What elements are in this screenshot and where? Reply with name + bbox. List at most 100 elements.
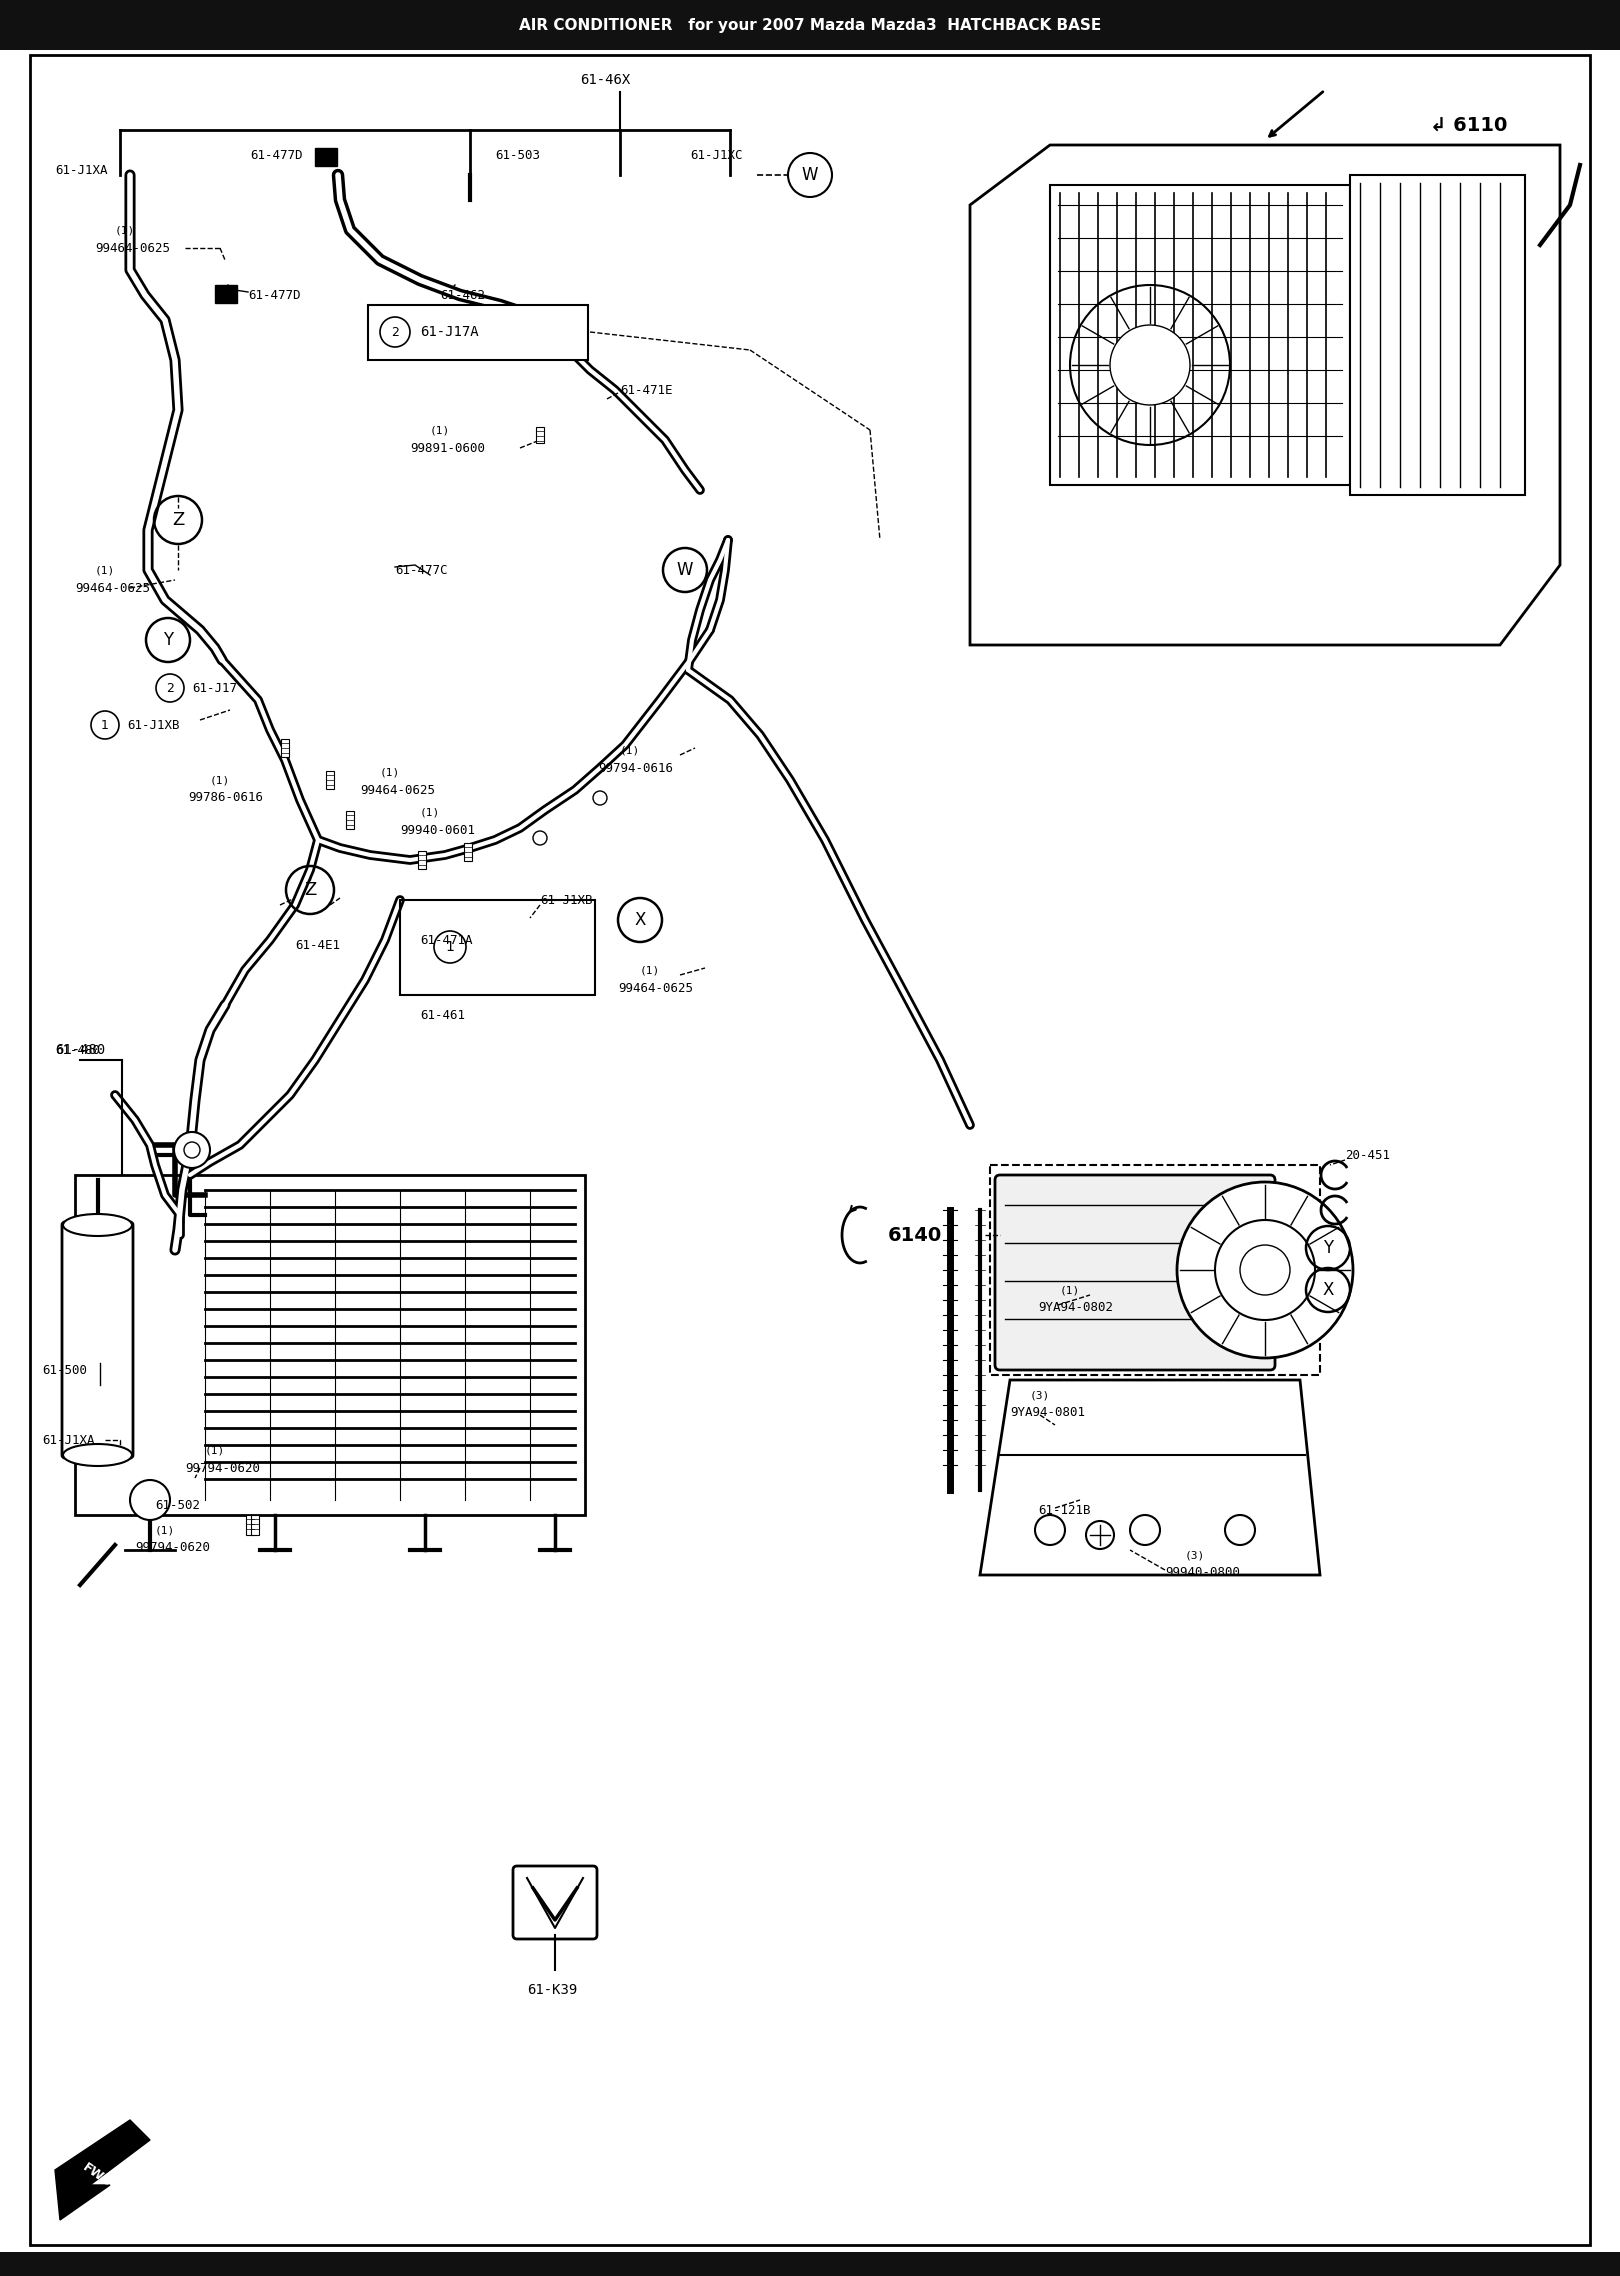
Text: W: W <box>677 560 693 578</box>
Bar <box>280 740 288 758</box>
Text: Y: Y <box>1324 1238 1333 1256</box>
Text: 99794-0620: 99794-0620 <box>134 1541 211 1555</box>
Text: 99464-0625: 99464-0625 <box>617 981 693 995</box>
Text: X: X <box>1322 1281 1333 1300</box>
Text: 61-J1XA: 61-J1XA <box>42 1434 94 1448</box>
Circle shape <box>533 831 548 844</box>
Text: (1): (1) <box>156 1525 175 1534</box>
Text: ↲ 6110: ↲ 6110 <box>1430 116 1507 134</box>
FancyBboxPatch shape <box>995 1174 1275 1370</box>
Text: 1: 1 <box>100 719 109 731</box>
Text: 61-471A: 61-471A <box>420 933 473 947</box>
Text: 20-451: 20-451 <box>1345 1149 1390 1161</box>
Bar <box>418 851 426 869</box>
Text: 99464-0625: 99464-0625 <box>360 783 436 797</box>
Text: (1): (1) <box>96 564 115 576</box>
Text: 6140: 6140 <box>888 1224 943 1245</box>
Circle shape <box>130 1479 170 1520</box>
Text: 61-4E1: 61-4E1 <box>295 938 340 951</box>
Text: (1): (1) <box>429 426 450 435</box>
Text: 61-J1XB: 61-J1XB <box>539 894 593 906</box>
Text: 99786-0616: 99786-0616 <box>188 790 262 803</box>
Bar <box>536 428 544 444</box>
Bar <box>314 148 337 166</box>
Polygon shape <box>55 2119 151 2219</box>
Text: 61-J17A: 61-J17A <box>420 325 478 339</box>
Text: 61-J1XC: 61-J1XC <box>690 148 742 162</box>
Text: X: X <box>635 910 646 929</box>
Text: 2: 2 <box>167 681 173 694</box>
Bar <box>400 899 595 995</box>
Ellipse shape <box>63 1443 131 1466</box>
Text: 9YA94-0802: 9YA94-0802 <box>1038 1300 1113 1313</box>
Text: AIR CONDITIONER   for your 2007 Mazda Mazda3  HATCHBACK BASE: AIR CONDITIONER for your 2007 Mazda Mazd… <box>518 18 1102 32</box>
Text: 9YA94-0801: 9YA94-0801 <box>1009 1407 1085 1418</box>
Text: 61-480: 61-480 <box>55 1042 100 1056</box>
Circle shape <box>1035 1516 1064 1545</box>
Bar <box>251 1516 259 1534</box>
Text: 1: 1 <box>446 940 455 954</box>
Circle shape <box>173 1131 211 1168</box>
Text: 61-J1XB: 61-J1XB <box>126 719 180 731</box>
Text: Z: Z <box>305 881 316 899</box>
Bar <box>1349 175 1524 494</box>
Text: (1): (1) <box>206 1445 225 1454</box>
Circle shape <box>1069 284 1230 446</box>
Text: 61-500: 61-500 <box>42 1363 87 1377</box>
Text: 61-480: 61-480 <box>55 1042 105 1056</box>
Circle shape <box>1110 325 1191 405</box>
Circle shape <box>185 1143 199 1158</box>
Text: 61-477D: 61-477D <box>249 148 303 162</box>
Circle shape <box>1178 1181 1353 1359</box>
Bar <box>215 284 237 303</box>
Text: 61-471E: 61-471E <box>620 382 672 396</box>
Text: W: W <box>802 166 818 184</box>
Text: Y: Y <box>164 630 173 649</box>
Text: 61-503: 61-503 <box>496 148 539 162</box>
Bar <box>0 0 1620 50</box>
Bar <box>368 305 588 360</box>
Bar <box>463 842 471 860</box>
Text: 2: 2 <box>390 325 399 339</box>
Bar <box>326 772 334 790</box>
Text: 61-121B: 61-121B <box>1038 1504 1090 1516</box>
FancyBboxPatch shape <box>62 1222 133 1459</box>
Bar <box>347 810 355 828</box>
Text: (1): (1) <box>620 744 640 756</box>
Polygon shape <box>980 1379 1320 1575</box>
Text: 99794-0616: 99794-0616 <box>598 762 672 774</box>
Text: 99464-0625: 99464-0625 <box>75 580 151 594</box>
Text: 61-502: 61-502 <box>156 1498 199 1511</box>
Text: 61-477D: 61-477D <box>248 289 300 300</box>
Bar <box>1050 184 1349 485</box>
Ellipse shape <box>63 1213 131 1236</box>
Text: 61-J1XA: 61-J1XA <box>55 164 107 178</box>
Text: 61-J17: 61-J17 <box>193 681 237 694</box>
Text: (3): (3) <box>1184 1550 1205 1559</box>
Circle shape <box>1215 1220 1315 1320</box>
FancyBboxPatch shape <box>514 1866 598 1939</box>
Circle shape <box>593 792 608 806</box>
Text: (1): (1) <box>381 767 400 776</box>
Circle shape <box>1225 1516 1256 1545</box>
Text: 61-K39: 61-K39 <box>526 1982 577 1996</box>
Text: 61-46X: 61-46X <box>580 73 630 86</box>
Text: 99940-0601: 99940-0601 <box>400 824 475 838</box>
Text: (1): (1) <box>211 776 230 785</box>
Text: 99940-0800: 99940-0800 <box>1165 1566 1239 1580</box>
Bar <box>0 2251 1620 2276</box>
Text: (1): (1) <box>640 965 661 974</box>
Text: 61-461: 61-461 <box>420 1008 465 1022</box>
Bar <box>246 1516 254 1534</box>
Text: (1): (1) <box>1059 1286 1081 1295</box>
Circle shape <box>1131 1516 1160 1545</box>
Text: Z: Z <box>172 512 185 528</box>
Text: (3): (3) <box>1030 1391 1050 1400</box>
Text: (1): (1) <box>420 808 441 817</box>
Text: 99794-0620: 99794-0620 <box>185 1461 259 1475</box>
Polygon shape <box>970 146 1560 644</box>
Text: 99464-0625: 99464-0625 <box>96 241 170 255</box>
Circle shape <box>1239 1245 1290 1295</box>
Circle shape <box>1085 1520 1115 1550</box>
Text: 61-462: 61-462 <box>441 289 484 300</box>
